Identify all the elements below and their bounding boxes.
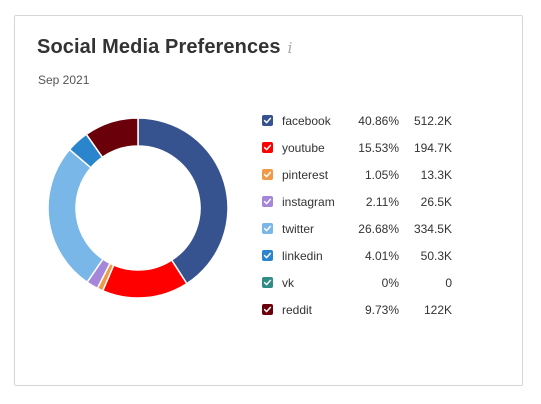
legend-percent: 40.86% [358,113,399,128]
legend-value: 194.7K [413,140,452,155]
check-icon [263,144,272,151]
check-icon [263,117,272,124]
legend-row-youtube[interactable]: youtube 15.53% 194.7K [262,134,452,161]
donut-chart [47,117,229,299]
slice-facebook[interactable] [137,117,229,285]
legend-value: 50.3K [420,248,452,263]
check-icon [263,225,272,232]
date-label: Sep 2021 [38,73,90,87]
legend-row-facebook[interactable]: facebook 40.86% 512.2K [262,107,452,134]
legend-value: 13.3K [420,167,452,182]
legend-value: 0 [445,275,452,290]
legend-label: pinterest [282,167,329,182]
legend-row-instagram[interactable]: instagram 2.11% 26.5K [262,188,452,215]
legend-label: facebook [282,113,331,128]
slice-twitter[interactable] [47,148,104,284]
legend-label: linkedin [282,248,323,263]
legend-percent: 0% [381,275,399,290]
legend-percent: 15.53% [358,140,399,155]
legend-label: vk [282,275,294,290]
legend-row-vk[interactable]: vk 0% 0 [262,269,452,296]
legend-checkbox-instagram[interactable] [262,196,273,207]
check-icon [263,279,272,286]
legend-row-pinterest[interactable]: pinterest 1.05% 13.3K [262,161,452,188]
legend-percent: 4.01% [364,248,399,263]
legend-checkbox-youtube[interactable] [262,142,273,153]
legend-checkbox-facebook[interactable] [262,115,273,126]
legend-row-reddit[interactable]: reddit 9.73% 122K [262,296,452,323]
legend-percent: 9.73% [364,302,399,317]
legend-row-linkedin[interactable]: linkedin 4.01% 50.3K [262,242,452,269]
legend-checkbox-linkedin[interactable] [262,250,273,261]
legend: facebook 40.86% 512.2K youtube 15.53% 194.7K p… [262,107,452,323]
legend-label: reddit [282,302,313,317]
chart-title: Social Media Preferences [37,36,281,58]
check-icon [263,198,272,205]
check-icon [263,252,272,259]
legend-checkbox-reddit[interactable] [262,304,273,315]
legend-label: instagram [282,194,335,209]
legend-value: 334.5K [413,221,452,236]
legend-value: 122K [423,302,452,317]
legend-percent: 26.68% [358,221,399,236]
slice-youtube[interactable] [101,259,188,299]
title-row: Social Media Preferences i [37,36,292,59]
check-icon [263,171,272,178]
legend-value: 512.2K [413,113,452,128]
legend-checkbox-twitter[interactable] [262,223,273,234]
legend-label: youtube [282,140,325,155]
info-icon[interactable]: i [287,39,293,57]
legend-percent: 2.11% [365,194,399,209]
legend-value: 26.5K [420,194,452,209]
legend-percent: 1.05% [364,167,399,182]
slice-reddit[interactable] [85,117,139,159]
social-media-card: Social Media Preferences i Sep 2021 face… [14,15,523,386]
legend-row-twitter[interactable]: twitter 26.68% 334.5K [262,215,452,242]
legend-checkbox-pinterest[interactable] [262,169,273,180]
legend-label: twitter [282,221,315,236]
legend-checkbox-vk[interactable] [262,277,273,288]
check-icon [263,306,272,313]
